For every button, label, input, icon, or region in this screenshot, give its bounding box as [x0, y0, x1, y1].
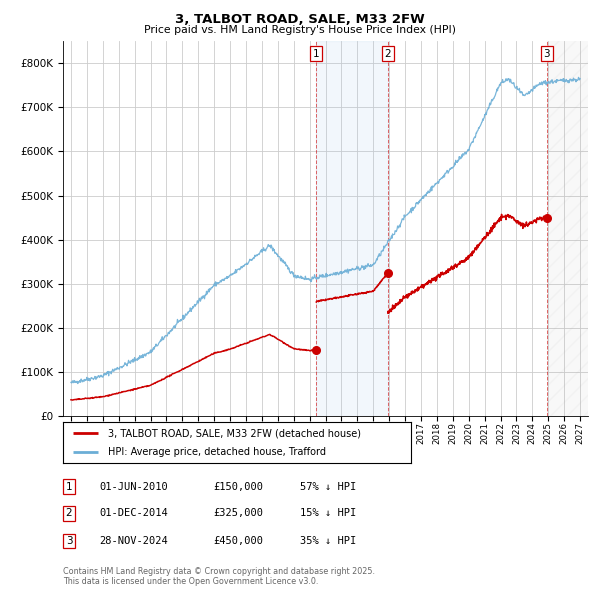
Text: 2: 2	[385, 49, 391, 59]
Text: £325,000: £325,000	[213, 509, 263, 518]
Text: This data is licensed under the Open Government Licence v3.0.: This data is licensed under the Open Gov…	[63, 577, 319, 586]
Text: 35% ↓ HPI: 35% ↓ HPI	[300, 536, 356, 546]
Text: 01-DEC-2014: 01-DEC-2014	[99, 509, 168, 518]
Text: Contains HM Land Registry data © Crown copyright and database right 2025.: Contains HM Land Registry data © Crown c…	[63, 566, 375, 576]
Text: 1: 1	[313, 49, 320, 59]
Text: 3: 3	[65, 536, 73, 546]
Text: 3: 3	[544, 49, 550, 59]
Text: 57% ↓ HPI: 57% ↓ HPI	[300, 482, 356, 491]
Bar	[316, 41, 388, 416]
Text: 28-NOV-2024: 28-NOV-2024	[99, 536, 168, 546]
Bar	[547, 41, 588, 416]
Text: 15% ↓ HPI: 15% ↓ HPI	[300, 509, 356, 518]
Text: Price paid vs. HM Land Registry's House Price Index (HPI): Price paid vs. HM Land Registry's House …	[144, 25, 456, 35]
Text: £450,000: £450,000	[213, 536, 263, 546]
Text: £150,000: £150,000	[213, 482, 263, 491]
Text: 2: 2	[65, 509, 73, 518]
Text: HPI: Average price, detached house, Trafford: HPI: Average price, detached house, Traf…	[108, 447, 326, 457]
Text: 1: 1	[65, 482, 73, 491]
Text: 3, TALBOT ROAD, SALE, M33 2FW: 3, TALBOT ROAD, SALE, M33 2FW	[175, 13, 425, 26]
Text: 01-JUN-2010: 01-JUN-2010	[99, 482, 168, 491]
Text: 3, TALBOT ROAD, SALE, M33 2FW (detached house): 3, TALBOT ROAD, SALE, M33 2FW (detached …	[108, 428, 361, 438]
